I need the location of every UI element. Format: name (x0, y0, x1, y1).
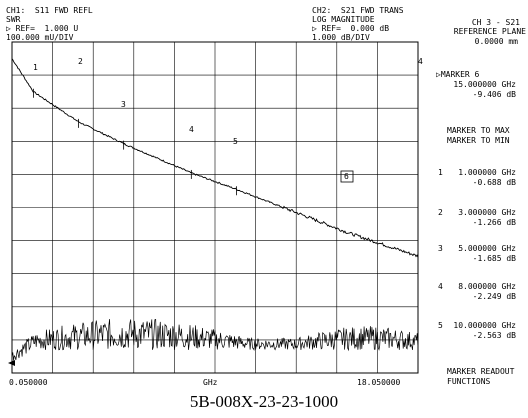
ch1-format: SWR (6, 15, 21, 24)
marker-3-value: -1.685 dB (472, 254, 516, 263)
marker-2-freq: 3.000000 GHz (458, 208, 516, 217)
x-axis-start: 0.050000 (9, 378, 48, 387)
panel-ref-plane-label: REFERENCE PLANE (453, 27, 526, 36)
active-marker-freq: 15.000000 GHz (453, 80, 516, 89)
marker-4-num: 4 (438, 282, 443, 291)
active-marker-box (340, 170, 354, 183)
s11-swr-trace (11, 319, 419, 361)
ch1-ref: ▷ REF= 1.000 U (6, 24, 79, 33)
reference-pointer-left (8, 360, 15, 366)
analyzer-display (8, 41, 419, 374)
marker-readout-softkey-line2: FUNCTIONS (447, 377, 491, 386)
marker-5-freq: 10.000000 GHz (453, 321, 516, 330)
reference-line-marker: 4 (418, 57, 423, 66)
marker-label-4: 4 (189, 125, 194, 134)
panel-channel: CH 3 - S21 (471, 18, 520, 27)
marker-to-max-softkey[interactable]: MARKER TO MAX (447, 126, 510, 135)
marker-label-2: 2 (78, 57, 83, 66)
marker-1-value: -0.688 dB (472, 178, 516, 187)
ch1-scale: 100.000 mU/DIV (6, 33, 74, 42)
marker-3-freq: 5.000000 GHz (458, 244, 516, 253)
active-marker-label[interactable]: ▷MARKER 6 (436, 70, 480, 79)
marker-2-value: -1.266 dB (472, 218, 516, 227)
marker-ticks (33, 88, 237, 196)
marker-5-num: 5 (438, 321, 443, 330)
marker-readout-softkey[interactable]: MARKER READOUT (447, 367, 515, 376)
marker-1-num: 1 (438, 168, 443, 177)
marker-to-min-softkey[interactable]: MARKER TO MIN (447, 136, 510, 145)
x-axis-unit: GHz (203, 378, 218, 387)
ch2-ref: ▷ REF= 0.000 dB (312, 24, 390, 33)
ch2-scale: 1.000 dB/DIV (312, 33, 370, 42)
marker-label-3: 3 (121, 100, 126, 109)
active-marker-value: -9.406 dB (472, 90, 516, 99)
marker-5-value: -2.563 dB (472, 331, 516, 340)
marker-4-freq: 8.000000 GHz (458, 282, 516, 291)
marker-2-num: 2 (438, 208, 443, 217)
marker-1-freq: 1.000000 GHz (458, 168, 516, 177)
x-axis-stop: 18.050000 (357, 378, 401, 387)
panel-ref-plane-value: 0.0000 mm (474, 37, 518, 46)
figure-caption: 5B-008X-23-23-1000 (189, 392, 339, 411)
ch2-title: CH2: S21 FWD TRANS (312, 6, 404, 15)
ch1-title: CH1: S11 FWD REFL (6, 6, 93, 15)
marker-label-1: 1 (33, 63, 38, 72)
s21-log-mag-trace (11, 58, 419, 258)
marker-label-6: 6 (344, 172, 349, 181)
marker-4-value: -2.249 dB (472, 292, 516, 301)
marker-3-num: 3 (438, 244, 443, 253)
ch2-format: LOG MAGNITUDE (312, 15, 375, 24)
marker-label-5: 5 (233, 137, 238, 146)
graticule (11, 41, 419, 374)
